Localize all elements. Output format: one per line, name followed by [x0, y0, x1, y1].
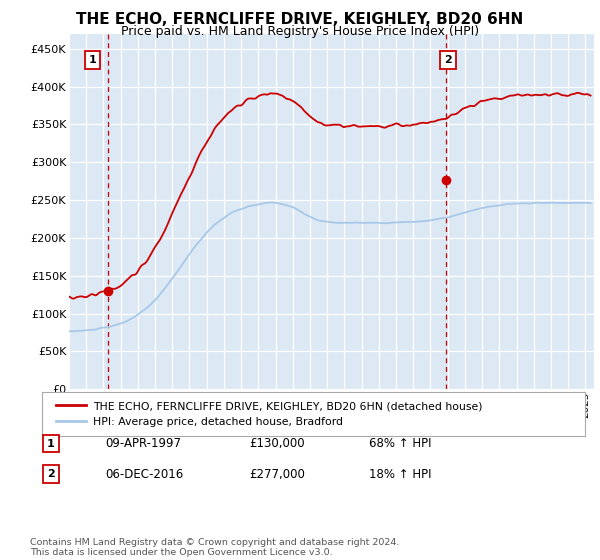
Text: Contains HM Land Registry data © Crown copyright and database right 2024.
This d: Contains HM Land Registry data © Crown c… — [30, 538, 400, 557]
Text: 09-APR-1997: 09-APR-1997 — [105, 437, 181, 450]
Text: 2: 2 — [47, 469, 55, 479]
Text: Price paid vs. HM Land Registry's House Price Index (HPI): Price paid vs. HM Land Registry's House … — [121, 25, 479, 38]
Text: 1: 1 — [89, 55, 97, 65]
Text: 18% ↑ HPI: 18% ↑ HPI — [369, 468, 431, 481]
Text: 1: 1 — [47, 438, 55, 449]
Text: THE ECHO, FERNCLIFFE DRIVE, KEIGHLEY, BD20 6HN: THE ECHO, FERNCLIFFE DRIVE, KEIGHLEY, BD… — [76, 12, 524, 27]
Text: 06-DEC-2016: 06-DEC-2016 — [105, 468, 183, 481]
Text: 68% ↑ HPI: 68% ↑ HPI — [369, 437, 431, 450]
Text: 2: 2 — [444, 55, 452, 65]
Text: £130,000: £130,000 — [249, 437, 305, 450]
Legend: THE ECHO, FERNCLIFFE DRIVE, KEIGHLEY, BD20 6HN (detached house), HPI: Average pr: THE ECHO, FERNCLIFFE DRIVE, KEIGHLEY, BD… — [53, 398, 485, 430]
Text: £277,000: £277,000 — [249, 468, 305, 481]
